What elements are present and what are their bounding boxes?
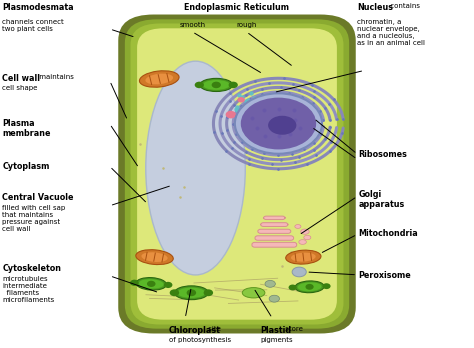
Ellipse shape <box>295 224 301 228</box>
Ellipse shape <box>242 287 265 298</box>
Text: Plasma
membrane: Plasma membrane <box>2 119 51 138</box>
Text: Cytoplasm: Cytoplasm <box>2 162 50 171</box>
Text: of photosynthesis: of photosynthesis <box>169 337 231 343</box>
FancyBboxPatch shape <box>118 15 356 333</box>
Ellipse shape <box>212 82 221 88</box>
Ellipse shape <box>139 279 164 288</box>
Text: Cytoskeleton: Cytoskeleton <box>2 264 61 273</box>
Text: rough: rough <box>236 22 256 28</box>
Text: Peroxisome: Peroxisome <box>358 271 411 280</box>
FancyBboxPatch shape <box>252 242 297 247</box>
Ellipse shape <box>136 250 173 264</box>
Ellipse shape <box>301 229 309 234</box>
Ellipse shape <box>289 285 297 290</box>
FancyBboxPatch shape <box>261 223 288 227</box>
Ellipse shape <box>291 253 316 262</box>
Text: Mitochondria: Mitochondria <box>358 229 419 238</box>
Text: Chloroplast: Chloroplast <box>169 326 220 335</box>
Ellipse shape <box>136 278 166 290</box>
Text: microtubules
intermediate
  filaments
microfilaments: microtubules intermediate filaments micr… <box>2 276 55 303</box>
Text: Plasmodesmata: Plasmodesmata <box>2 3 74 12</box>
Ellipse shape <box>177 287 205 298</box>
Ellipse shape <box>164 282 173 288</box>
Ellipse shape <box>304 235 311 240</box>
Text: contains: contains <box>388 3 420 9</box>
Text: Golgi
apparatus: Golgi apparatus <box>358 190 405 209</box>
Text: Endoplasmic Reticulum: Endoplasmic Reticulum <box>184 3 290 12</box>
Text: maintains: maintains <box>36 74 73 80</box>
Ellipse shape <box>130 280 138 286</box>
Ellipse shape <box>286 250 321 264</box>
Text: Ribosomes: Ribosomes <box>358 150 408 159</box>
Text: filled with cell sap
that maintains
pressure against
cell wall: filled with cell sap that maintains pres… <box>2 205 65 232</box>
Ellipse shape <box>299 240 306 244</box>
FancyBboxPatch shape <box>255 236 293 240</box>
Ellipse shape <box>146 61 245 275</box>
Ellipse shape <box>292 267 306 277</box>
Ellipse shape <box>241 98 316 149</box>
Text: pigments: pigments <box>261 337 293 343</box>
Ellipse shape <box>305 284 314 290</box>
Text: Cell wall: Cell wall <box>2 74 40 83</box>
Ellipse shape <box>322 283 330 289</box>
Ellipse shape <box>203 80 230 90</box>
FancyBboxPatch shape <box>258 229 291 234</box>
Text: site: site <box>206 326 221 332</box>
Text: smooth: smooth <box>179 22 205 28</box>
Text: Central Vacuole: Central Vacuole <box>2 193 74 202</box>
Ellipse shape <box>170 289 179 296</box>
Ellipse shape <box>295 281 324 293</box>
Ellipse shape <box>195 82 204 88</box>
Ellipse shape <box>200 78 233 92</box>
Text: Nucleus: Nucleus <box>357 3 393 12</box>
Ellipse shape <box>237 97 245 103</box>
Ellipse shape <box>228 82 238 88</box>
Ellipse shape <box>226 111 236 118</box>
FancyBboxPatch shape <box>264 216 285 220</box>
Ellipse shape <box>187 289 196 296</box>
Ellipse shape <box>147 281 155 287</box>
Ellipse shape <box>235 93 322 154</box>
Text: channels connect
two plant cells: channels connect two plant cells <box>2 19 64 32</box>
Ellipse shape <box>139 71 179 87</box>
Ellipse shape <box>204 289 213 296</box>
FancyBboxPatch shape <box>125 19 349 329</box>
Text: cell shape: cell shape <box>2 85 38 91</box>
FancyBboxPatch shape <box>137 28 337 320</box>
FancyBboxPatch shape <box>130 23 344 325</box>
Ellipse shape <box>265 280 275 287</box>
Ellipse shape <box>269 295 280 302</box>
Ellipse shape <box>141 252 168 262</box>
Ellipse shape <box>174 286 209 300</box>
Text: chromatin, a
nuclear envelope,
and a nucleolus,
as in an animal cell: chromatin, a nuclear envelope, and a nuc… <box>357 19 425 46</box>
Ellipse shape <box>268 116 296 135</box>
Ellipse shape <box>146 74 173 84</box>
Text: Plastid: Plastid <box>261 326 292 335</box>
Text: store: store <box>283 326 302 332</box>
Ellipse shape <box>298 282 321 291</box>
